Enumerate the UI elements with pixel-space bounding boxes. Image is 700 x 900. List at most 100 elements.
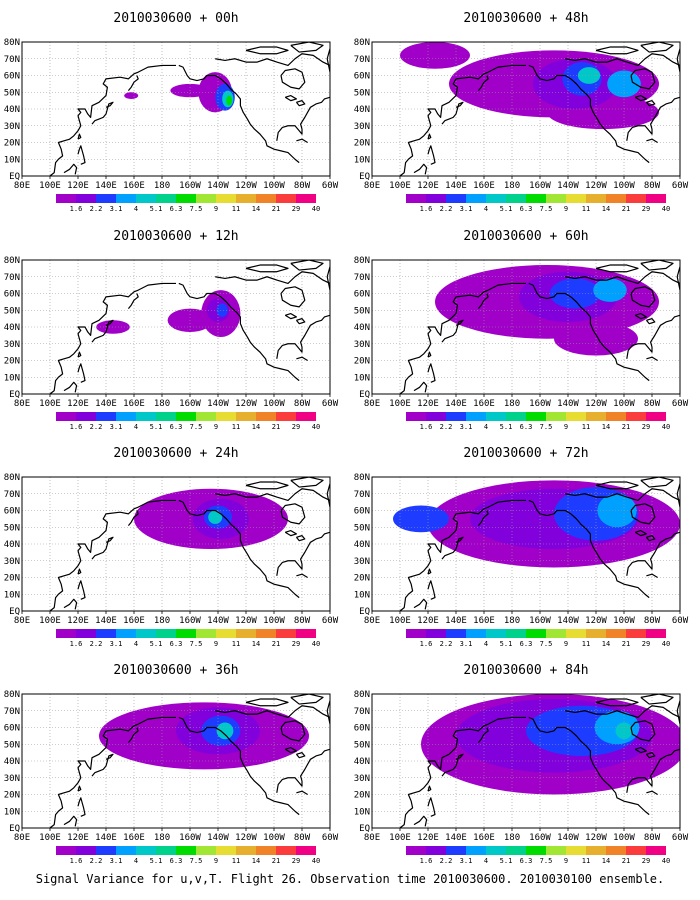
colorbar-swatch (606, 846, 626, 855)
coastline (399, 282, 526, 394)
panel-title: 2010030600 + 84h (463, 663, 588, 678)
colorbar-swatch (546, 629, 566, 638)
coastline (295, 100, 306, 107)
coastline (49, 64, 176, 176)
panel-title: 2010030600 + 72h (463, 446, 588, 461)
colorbar-label: 6.3 (520, 423, 533, 431)
x-tick-label: 140W (557, 833, 579, 843)
colorbar-swatch (646, 194, 666, 203)
y-tick-label: 80N (4, 38, 20, 48)
colorbar-label: 2.2 (440, 857, 453, 865)
coastline (528, 716, 650, 816)
coastline (290, 477, 324, 488)
colorbar-label: 21 (272, 205, 280, 213)
x-tick-label: 180 (154, 399, 170, 409)
x-tick-label: 160W (179, 833, 201, 843)
colorbar-swatch (296, 629, 316, 638)
colorbar-swatch (116, 846, 136, 855)
colorbar-label: 3.1 (460, 423, 473, 431)
y-tick-label: 40N (4, 323, 20, 333)
colorbar-swatch (446, 194, 466, 203)
y-tick-label: 60N (354, 724, 370, 734)
x-tick-label: 140E (95, 616, 117, 626)
coastline (645, 535, 656, 542)
colorbar-label: 6.3 (520, 857, 533, 865)
coastline (399, 499, 526, 611)
colorbar-swatch (236, 629, 256, 638)
colorbar-swatch (96, 194, 116, 203)
x-tick-label: 120E (67, 181, 89, 191)
y-tick-label: 40N (4, 757, 20, 767)
y-tick-label: 30N (4, 774, 20, 784)
x-tick-label: 140E (95, 181, 117, 191)
colorbar-swatch (626, 412, 646, 421)
y-tick-label: 50N (354, 740, 370, 750)
x-tick-label: 100W (263, 399, 285, 409)
coastline (477, 75, 489, 91)
x-tick-label: 140E (95, 833, 117, 843)
colorbar-label: 14 (252, 640, 260, 648)
x-tick-label: 160W (179, 399, 201, 409)
coastlines (49, 260, 330, 394)
colorbar-label: 9 (214, 205, 218, 213)
colorbar-swatch (406, 629, 426, 638)
y-tick-label: 50N (354, 523, 370, 533)
y-tick-label: 60N (4, 507, 20, 517)
colorbar-label: 3.1 (110, 205, 123, 213)
variance-field (99, 702, 309, 770)
map-gridlines (22, 694, 330, 828)
y-tick-label: 50N (4, 88, 20, 98)
coastline (634, 94, 648, 102)
colorbar-swatch (196, 846, 216, 855)
coastline (296, 356, 308, 362)
coastline (646, 790, 658, 796)
colorbar-swatch (626, 194, 646, 203)
colorbar-swatch (296, 846, 316, 855)
coastline (645, 752, 656, 759)
panel-title: 2010030600 + 24h (113, 446, 238, 461)
coastline (91, 536, 114, 560)
coastlines (399, 260, 680, 394)
y-tick-label: 70N (4, 707, 20, 717)
coastline (528, 499, 650, 599)
colorbar-label: 40 (662, 857, 670, 865)
colorbar-swatch (646, 412, 666, 421)
coastline (284, 94, 297, 102)
coastline (77, 133, 82, 140)
colorbar-label: 3.1 (460, 205, 473, 213)
colorbar-swatch (216, 412, 236, 421)
x-tick-label: 60W (322, 833, 339, 843)
y-tick-label: 80N (354, 38, 370, 48)
y-tick-label: 30N (354, 122, 370, 132)
colorbar-label: 9 (564, 423, 568, 431)
colorbar-swatch (116, 194, 136, 203)
coastline (326, 48, 330, 73)
colorbar-label: 21 (622, 205, 630, 213)
map-frame (371, 41, 681, 177)
coastline (676, 48, 680, 73)
y-tick-label: 70N (4, 490, 20, 500)
y-tick-label: 20N (4, 574, 20, 584)
y-tick-label: 10N (4, 807, 20, 817)
x-tick-label: 140W (557, 181, 579, 191)
x-tick-label: 120E (417, 399, 439, 409)
x-tick-label: 80E (364, 399, 380, 409)
x-tick-label: 80W (644, 181, 661, 191)
coastline (77, 363, 86, 383)
y-tick-label: 10N (354, 155, 370, 165)
colorbar-label: 14 (602, 205, 610, 213)
x-tick-label: 80E (364, 181, 380, 191)
colorbar-swatch (116, 629, 136, 638)
colorbar-label: 21 (272, 423, 280, 431)
colorbar-swatch (506, 629, 526, 638)
coastline (634, 529, 648, 537)
x-tick-label: 160W (179, 616, 201, 626)
colorbar-swatch (566, 629, 586, 638)
y-tick-label: 20N (4, 139, 20, 149)
coastline (215, 53, 330, 67)
coastline (441, 536, 464, 560)
variance-contour (607, 70, 641, 98)
colorbar-label: 3.1 (110, 423, 123, 431)
colorbar-swatch (466, 194, 486, 203)
coastline (640, 477, 674, 488)
